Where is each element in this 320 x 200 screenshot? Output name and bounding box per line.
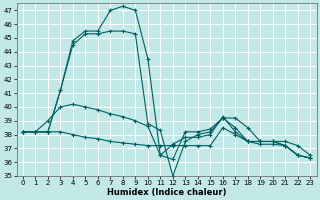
X-axis label: Humidex (Indice chaleur): Humidex (Indice chaleur): [107, 188, 226, 197]
